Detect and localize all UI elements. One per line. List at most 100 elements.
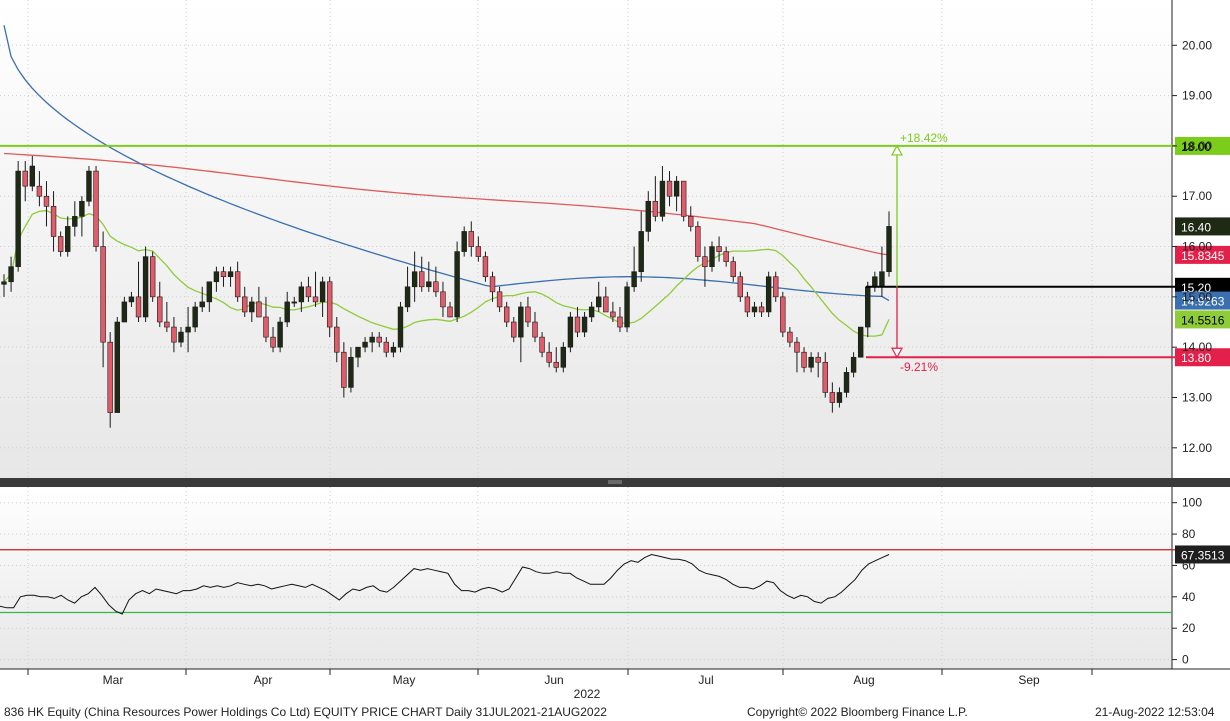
candle-body [114, 321, 120, 413]
candle-body [716, 246, 722, 252]
candle-body [829, 392, 836, 403]
candle-body [383, 341, 390, 353]
footer-title: 836 HK Equity (China Resources Power Hol… [4, 705, 607, 719]
candle-body [419, 271, 425, 288]
price-tick-label: 19.00 [1182, 89, 1212, 103]
candle-body [121, 301, 128, 323]
candle-body [426, 281, 432, 288]
candle-body [36, 185, 43, 197]
x-month-label: Aug [853, 673, 874, 687]
candle-body [751, 306, 758, 313]
candle-body [249, 301, 255, 313]
rsi-tick-label: 80 [1182, 527, 1196, 541]
candle-body [603, 296, 609, 313]
candle-body [50, 205, 57, 237]
candle-body [850, 356, 857, 373]
candle-body [178, 331, 184, 343]
candle-body [532, 321, 538, 338]
candlesticks [1, 155, 892, 428]
candle-body [539, 336, 545, 353]
price-levels: +18.42% -9.21% 18.00 16.40 15.8345 15.2014.92… [0, 131, 1230, 374]
candle-body [15, 170, 21, 267]
candle-body [242, 296, 248, 313]
last-price-tag-background [1175, 217, 1230, 236]
candle-body [79, 200, 85, 217]
candle-body [319, 281, 326, 303]
candle-body [234, 271, 241, 298]
candle-body [475, 246, 482, 257]
candle-body [857, 326, 864, 358]
ma-long-tag-background [1175, 245, 1230, 264]
candle-body [291, 301, 297, 304]
ma-short-tag: 14.5516 [1181, 313, 1225, 327]
price-tick-label: 18.00 [1182, 139, 1212, 153]
x-month-label: Jul [698, 673, 713, 687]
ma-line-short [3, 209, 890, 337]
candle-body [525, 306, 531, 323]
candle-body [709, 246, 715, 267]
candle-body [404, 286, 411, 308]
price-tick-label: 12.00 [1182, 441, 1212, 455]
candle-body [546, 351, 552, 363]
candle-body [397, 306, 404, 348]
candle-body [284, 301, 290, 323]
candle-body [411, 271, 418, 288]
level-tag-target-background [1175, 136, 1230, 155]
candle-body [454, 251, 460, 318]
price-axis-background [1172, 0, 1230, 478]
rsi-last-tag-background [1175, 545, 1230, 564]
candle-body [128, 296, 135, 303]
candle-body [666, 180, 673, 197]
candle-body [468, 231, 474, 247]
candle-body [8, 266, 14, 283]
candle-body [865, 286, 871, 328]
candle-body [149, 256, 156, 298]
candle-body [100, 246, 106, 343]
x-month-label: May [393, 673, 416, 687]
rsi-tick-label: 0 [1182, 653, 1189, 667]
candle-body [879, 271, 885, 288]
footer-copyright: Copyright© 2022 Bloomberg Finance L.P. [747, 705, 968, 719]
level-tag-stop: 13.80 [1181, 351, 1211, 365]
panel-divider-handle[interactable] [608, 480, 622, 484]
price-tick-label: 17.00 [1182, 189, 1212, 203]
candle-body [560, 346, 567, 368]
candle-body [355, 346, 361, 358]
candle-body [142, 256, 149, 318]
candle-body [567, 316, 574, 348]
candle-body [794, 341, 800, 353]
candle-body [213, 271, 220, 283]
candle-body [744, 296, 751, 313]
candle-body [518, 306, 524, 338]
rsi-tick-label: 60 [1182, 558, 1196, 572]
candle-body [362, 341, 368, 348]
candle-body [581, 316, 588, 333]
candle-body [588, 306, 595, 318]
candle-body [135, 296, 142, 318]
candle-body [65, 226, 71, 252]
candle-body [22, 170, 28, 187]
candle-body [659, 180, 666, 217]
candle-body [680, 180, 687, 217]
candle-body [1, 281, 7, 285]
candle-body [326, 281, 333, 328]
candle-body [440, 291, 446, 308]
axis-labels: 12.00 13.00 14.00 15.00 16.00 17.00 18.00 19.00… [27, 38, 1212, 701]
candle-body [312, 296, 319, 303]
candle-body [93, 170, 99, 247]
candle-body [220, 271, 227, 278]
x-month-label: Sep [1018, 673, 1040, 687]
candle-body [695, 226, 701, 257]
upside-arrow-head [890, 144, 904, 156]
candle-body [206, 281, 213, 303]
candle-body [822, 361, 828, 393]
candle-body [652, 200, 659, 217]
candle-body [489, 276, 496, 293]
candle-body [263, 316, 269, 338]
candle-body [787, 331, 793, 343]
level-tag-entry: 15.20 [1181, 281, 1211, 295]
candle-body [617, 316, 623, 328]
price-tick-label: 14.00 [1182, 340, 1212, 354]
candle-body [447, 306, 453, 318]
x-month-label: Apr [254, 673, 273, 687]
